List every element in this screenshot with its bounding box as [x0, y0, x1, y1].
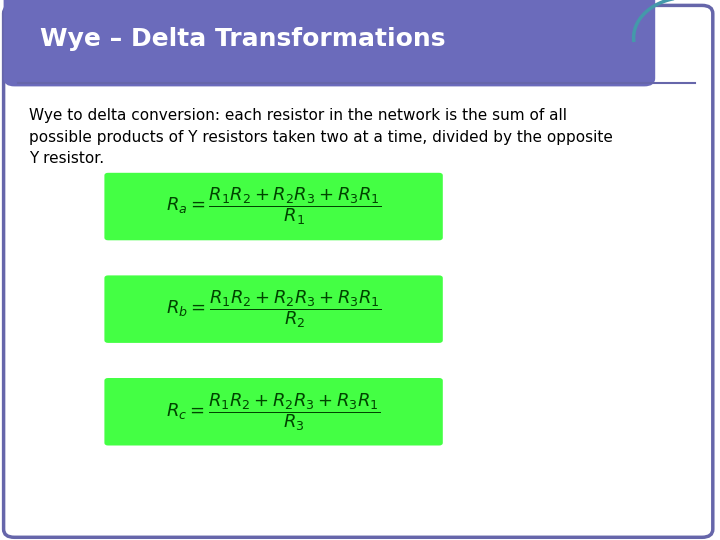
- FancyBboxPatch shape: [104, 275, 443, 343]
- FancyBboxPatch shape: [4, 5, 713, 537]
- Text: $R_b = \dfrac{R_1R_2 + R_2R_3 + R_3R_1}{R_2}$: $R_b = \dfrac{R_1R_2 + R_2R_3 + R_3R_1}{…: [166, 288, 382, 330]
- Text: Wye – Delta Transformations: Wye – Delta Transformations: [40, 27, 445, 51]
- Text: $R_a = \dfrac{R_1R_2 + R_2R_3 + R_3R_1}{R_1}$: $R_a = \dfrac{R_1R_2 + R_2R_3 + R_3R_1}{…: [166, 186, 381, 227]
- Text: $R_c = \dfrac{R_1R_2 + R_2R_3 + R_3R_1}{R_3}$: $R_c = \dfrac{R_1R_2 + R_2R_3 + R_3R_1}{…: [166, 391, 381, 433]
- FancyBboxPatch shape: [4, 0, 655, 86]
- FancyBboxPatch shape: [104, 378, 443, 446]
- Text: Wye to delta conversion: each resistor in the network is the sum of all
possible: Wye to delta conversion: each resistor i…: [29, 108, 613, 166]
- FancyBboxPatch shape: [104, 173, 443, 240]
